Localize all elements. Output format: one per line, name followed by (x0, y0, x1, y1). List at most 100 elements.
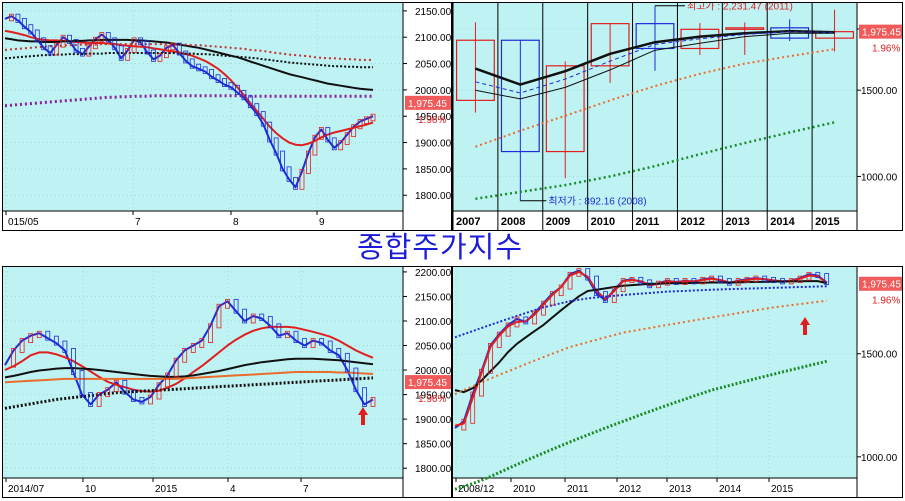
price-candle (594, 275, 599, 297)
change-label: 1.96% (872, 44, 900, 55)
price-candle (233, 298, 239, 314)
price-candle (338, 140, 344, 151)
price-candle (780, 278, 785, 285)
price-candle (673, 278, 679, 285)
price-candle (327, 340, 333, 353)
x-tick-label: 2011 (567, 484, 589, 495)
price-badge (405, 95, 451, 110)
price-candle (370, 113, 376, 122)
candle-body (455, 39, 495, 101)
price-candle (336, 348, 342, 358)
series-line (4, 37, 374, 91)
price-candle (11, 348, 16, 368)
price-candle (202, 66, 208, 74)
y-tick-label: 2050.00 (415, 342, 451, 353)
series-line (475, 31, 835, 94)
price-candle (165, 372, 171, 388)
price-label: 1,975.45 (862, 280, 901, 291)
price-candle (638, 276, 644, 285)
x-category-label: 2011 (636, 216, 660, 228)
price-candle (753, 275, 759, 282)
y-tick-label: 1900.00 (415, 139, 451, 150)
price-candle (241, 90, 247, 101)
price-candle (131, 37, 137, 53)
price-candle (170, 42, 176, 51)
x-axis-area (3, 211, 403, 230)
price-candle (105, 32, 111, 43)
price-candle (293, 177, 298, 190)
price-candle (41, 37, 47, 51)
price-candle (567, 271, 573, 290)
low-label: 최저가 : 892.16 (2008) (548, 196, 646, 208)
price-candle (92, 36, 98, 50)
price-candle (207, 323, 213, 344)
series-line (4, 300, 374, 406)
x-tick-label: 4 (230, 484, 236, 495)
price-candle (470, 391, 476, 424)
x-tick-label: 2010 (513, 484, 536, 495)
price-candle (71, 348, 76, 375)
price-candle (691, 278, 697, 285)
price-candle (267, 316, 273, 329)
price-candle (105, 387, 111, 397)
candle-body (500, 39, 540, 153)
x-tick-label: 2013 (669, 484, 692, 495)
x-category-label: 2014 (770, 216, 795, 228)
series-line (4, 94, 373, 108)
price-label: 1,975.45 (408, 99, 447, 110)
price-candle (215, 74, 221, 83)
series-line (454, 285, 827, 339)
series-line (4, 43, 373, 61)
y-tick-label: 1500.00 (861, 350, 898, 361)
x-axis-area (453, 211, 857, 230)
price-candle (487, 343, 493, 374)
series-line (454, 280, 827, 394)
price-candle (45, 330, 51, 341)
x-category-label: 2015 (815, 216, 839, 228)
price-candle (80, 47, 85, 57)
series-line (4, 357, 374, 379)
price-candle (514, 316, 520, 328)
price-candle (54, 42, 60, 56)
price-candle (353, 367, 359, 393)
price-candle (182, 348, 188, 363)
price-candle (86, 44, 92, 57)
series-line (454, 270, 828, 427)
high-label: 최고가 : 2,231.47 (2011) (687, 3, 793, 13)
change-label: 1.96% (418, 115, 446, 126)
x-tick-label: 10 (85, 484, 97, 495)
price-candle (331, 137, 337, 151)
price-candle (235, 84, 240, 95)
x-tick-label: 015/05 (8, 217, 39, 228)
price-candle (523, 316, 529, 325)
price-candle (21, 17, 27, 30)
price-candle (79, 370, 85, 397)
change-label: 1.96% (418, 394, 446, 405)
price-candle (157, 53, 163, 62)
x-tick-label: 8 (233, 217, 239, 228)
price-candle (585, 268, 591, 281)
x-tick-label: 7 (135, 217, 141, 228)
price-candle (28, 24, 34, 35)
change-label: 1.96% (872, 296, 900, 307)
y-tick-label: 1950.00 (415, 112, 451, 123)
price-candle (302, 338, 307, 348)
y-tick-label: 1850.00 (415, 165, 451, 176)
price-label: 1,975.45 (862, 28, 901, 39)
x-tick-label: 7 (303, 484, 309, 495)
price-candle (164, 45, 169, 59)
price-candle (189, 58, 195, 69)
price-candle (735, 278, 741, 286)
series-line (475, 32, 835, 100)
price-candle (15, 13, 21, 23)
price-candle (247, 95, 253, 109)
price-candle (156, 382, 162, 400)
price-candle (370, 397, 376, 407)
y-tick-label: 2200.00 (415, 268, 451, 279)
y-axis-area (857, 267, 902, 497)
x-axis-area (3, 478, 403, 497)
price-candle (532, 310, 538, 325)
price-candle (228, 82, 234, 90)
price-candle (36, 330, 42, 339)
price-candle (647, 279, 653, 289)
